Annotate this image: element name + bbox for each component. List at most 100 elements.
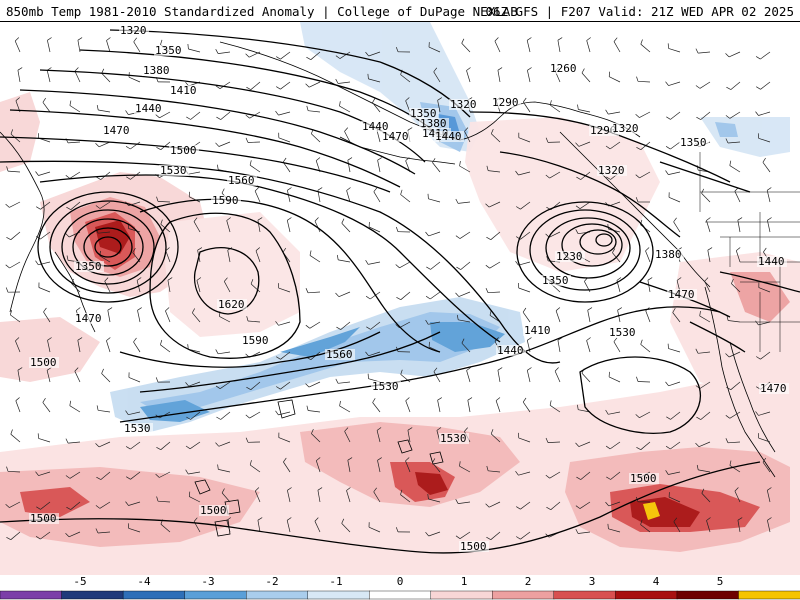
wind-barb-flag	[486, 236, 491, 241]
wind-barb-flag	[666, 416, 671, 420]
contour-label-bg	[611, 123, 641, 134]
wind-barb	[42, 102, 51, 113]
wind-barb-flag	[425, 531, 429, 537]
wind-barb-flag	[43, 307, 47, 313]
wind-barb-flag	[275, 321, 279, 326]
wind-barb-flag	[554, 367, 559, 372]
wind-barb	[160, 441, 171, 450]
wind-barb-flag	[767, 187, 772, 191]
wind-barb	[488, 170, 501, 173]
wind-barb	[672, 312, 681, 323]
wind-barb-flag	[515, 470, 519, 476]
wind-barb-flag	[95, 228, 99, 234]
wind-barb	[98, 441, 111, 448]
wind-barb-flag	[701, 488, 705, 494]
wind-barb	[549, 104, 561, 113]
wind-barb-flag	[336, 254, 339, 260]
wind-barb-flag	[275, 410, 279, 416]
wind-barb	[74, 70, 81, 83]
wind-barb-flag	[69, 100, 72, 106]
wind-barb	[668, 471, 681, 475]
wind-barb-flag	[35, 260, 39, 265]
wind-barb	[700, 411, 711, 420]
red-anomaly-subtropics-mid	[0, 467, 260, 547]
wind-barb	[128, 377, 141, 383]
wind-barb	[554, 370, 561, 383]
wind-barb	[432, 162, 441, 173]
contour-label-bg	[608, 327, 638, 338]
wind-barb	[520, 231, 531, 240]
wind-barb	[488, 201, 501, 208]
wind-barb-flag	[725, 115, 731, 119]
wind-barb-flag	[455, 292, 460, 297]
wind-barb	[317, 490, 321, 503]
wind-barb	[282, 161, 291, 173]
wind-barb	[133, 41, 141, 53]
wind-barb-flag	[283, 457, 287, 463]
wind-barb-flag	[156, 196, 159, 202]
wind-barb-flag	[35, 171, 39, 176]
contour-label: 1380	[143, 64, 170, 77]
wind-barb-flag	[314, 517, 319, 522]
wind-barb-flag	[257, 217, 263, 221]
wind-barb	[339, 51, 351, 59]
wind-barb	[400, 291, 411, 300]
wind-barb	[698, 351, 711, 354]
wind-barb	[99, 255, 111, 263]
wind-barb	[189, 496, 201, 503]
wind-barb-flag	[66, 255, 69, 261]
wind-barb	[101, 373, 111, 383]
wind-barb	[257, 520, 261, 533]
wind-barb	[579, 501, 591, 509]
wind-barb	[218, 441, 231, 447]
wind-barb	[339, 105, 351, 113]
wind-barb	[728, 320, 741, 323]
blue-anomaly-east-core	[715, 122, 738, 137]
wind-barb	[526, 40, 531, 53]
wind-barb	[373, 491, 381, 503]
wind-barb-flag	[577, 404, 579, 410]
wind-barb-flag	[635, 197, 639, 203]
wind-barb-flag	[400, 369, 403, 375]
wind-barb-flag	[74, 367, 79, 372]
wind-barb-flag	[6, 466, 9, 472]
wind-barb-flag	[106, 337, 111, 341]
wind-barb	[7, 470, 21, 473]
contour-1440	[9, 109, 401, 188]
wind-barb-flag	[575, 442, 580, 447]
wind-barb-flag	[456, 314, 459, 320]
contour-label-bg	[123, 423, 153, 434]
wind-barb	[613, 341, 621, 353]
wind-barb-flag	[762, 457, 767, 463]
contour-1560-south	[139, 331, 441, 393]
wind-barb-flag	[696, 464, 699, 470]
wind-barb-flag	[515, 170, 519, 176]
contour-1320-east	[499, 151, 681, 238]
wind-barb	[218, 351, 231, 355]
wind-barb	[758, 137, 771, 143]
wind-barb	[668, 81, 681, 86]
wind-barb	[40, 201, 51, 210]
wind-barb	[400, 374, 411, 383]
wind-barb-flag	[763, 247, 767, 253]
wind-barb-flag	[466, 67, 471, 71]
contour-1590-south	[119, 331, 381, 368]
wind-barb-flag	[125, 446, 131, 450]
wind-barb-flag	[455, 198, 459, 204]
wind-barb	[254, 490, 261, 503]
contour-label-bg	[491, 97, 521, 108]
wind-barb	[338, 81, 351, 84]
wind-barb	[487, 291, 501, 294]
wind-barb-flag	[665, 170, 669, 175]
wind-barb	[640, 524, 651, 533]
wind-barb	[758, 111, 771, 116]
wind-barb	[464, 131, 471, 143]
wind-barb-flag	[17, 367, 23, 371]
gulf-low-ring-4	[561, 223, 623, 267]
legend-swatch	[369, 590, 432, 600]
wind-barb	[98, 231, 111, 234]
alaska-coast	[219, 41, 641, 141]
wind-barb	[255, 250, 261, 263]
wind-barb-flag	[165, 307, 170, 312]
wind-barb-flag	[432, 458, 436, 463]
